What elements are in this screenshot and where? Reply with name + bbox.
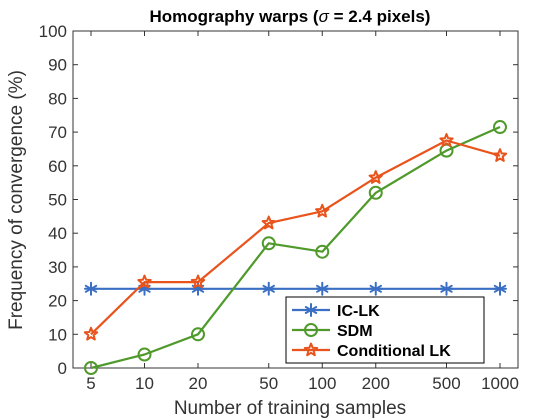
- legend-label: SDM: [337, 323, 373, 340]
- legend-swatch-marker: [303, 342, 319, 357]
- data-point: [368, 170, 383, 184]
- data-point: [493, 120, 507, 135]
- y-axis-title: Frequency of convergence (%): [6, 70, 27, 330]
- data-point: [439, 281, 454, 296]
- data-point: [190, 274, 206, 289]
- y-tick-label: 40: [48, 224, 67, 243]
- y-tick-label: 100: [39, 22, 67, 41]
- data-point: [315, 203, 330, 218]
- series-conditional-lk: [83, 133, 508, 341]
- data-point: [493, 281, 507, 296]
- x-tick-label: 50: [259, 374, 278, 393]
- x-tick-label: 10: [135, 374, 154, 393]
- data-point: [368, 185, 383, 200]
- y-tick-label: 60: [48, 157, 67, 176]
- data-point: [315, 281, 330, 296]
- data-point: [261, 215, 276, 230]
- series-layer: [83, 120, 508, 375]
- chart-title: Homography warps (σ = 2.4 pixels): [150, 7, 431, 26]
- legend-item: Conditional LK: [292, 342, 451, 360]
- y-tick-label: 30: [48, 258, 67, 277]
- data-point: [261, 281, 276, 296]
- y-tick-label: 70: [48, 123, 67, 142]
- x-tick-label: 500: [432, 374, 460, 393]
- data-point: [191, 327, 206, 342]
- data-point: [492, 148, 508, 162]
- legend-item: IC-LK: [292, 303, 380, 320]
- y-tick-label: 90: [48, 56, 67, 75]
- y-tick-label: 80: [48, 89, 67, 108]
- data-point: [137, 274, 152, 289]
- y-tick-label: 50: [48, 191, 67, 210]
- data-point: [439, 143, 454, 158]
- x-tick-label: 1000: [481, 374, 519, 393]
- data-point: [84, 281, 98, 296]
- legend-swatch-marker: [304, 303, 318, 317]
- x-tick-label: 20: [189, 374, 208, 393]
- data-point: [137, 347, 152, 362]
- data-point: [439, 133, 454, 147]
- legend: IC-LK SDM Conditional LK: [285, 296, 485, 364]
- y-tick-label: 20: [48, 292, 67, 311]
- data-point: [368, 281, 383, 296]
- x-axis-title: Number of training samples: [174, 398, 406, 419]
- y-tick-label: 10: [48, 325, 67, 344]
- series-sdm: [84, 120, 507, 375]
- legend-label: Conditional LK: [337, 343, 451, 360]
- legend-item: SDM: [292, 323, 373, 340]
- data-point: [315, 244, 330, 259]
- plot-axes: 0 10 20 30 40 50 60 70 80 90 100 5 10 20 50 100 200 500 10…: [39, 22, 519, 393]
- y-tick-label: 0: [58, 359, 67, 378]
- x-tick-label: 200: [362, 374, 390, 393]
- data-point: [84, 361, 98, 375]
- series-line: [90, 125, 501, 370]
- legend-swatch-marker: [304, 323, 318, 337]
- x-tick-label: 100: [308, 374, 336, 393]
- x-tick-label: 5: [86, 374, 95, 393]
- data-point: [261, 236, 276, 251]
- legend-label: IC-LK: [337, 303, 380, 320]
- series-line: [90, 139, 501, 336]
- data-point: [83, 326, 99, 341]
